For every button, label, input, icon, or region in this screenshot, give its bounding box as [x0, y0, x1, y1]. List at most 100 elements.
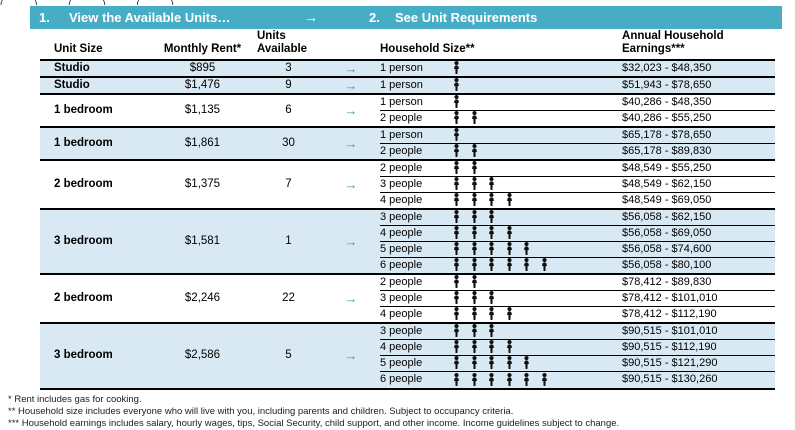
- row-arrow-icon: →: [322, 208, 380, 274]
- row-arrow-icon: →: [322, 159, 380, 209]
- household-size-icons: [452, 306, 623, 323]
- unit-size-cell: 1 bedroom: [40, 93, 150, 127]
- household-size-icons: [452, 273, 623, 291]
- household-size-label: 6 people: [380, 371, 452, 388]
- units-available-cell: 9: [255, 76, 322, 94]
- household-size-label: 3 people: [380, 290, 452, 307]
- person-icon: [454, 193, 459, 207]
- household-size-label: 1 person: [380, 126, 452, 144]
- earnings-range-cell: $56,058 - $69,050: [622, 225, 776, 242]
- earnings-range-cell: $90,515 - $101,010: [622, 322, 776, 340]
- step2-label: See Unit Requirements: [395, 10, 538, 25]
- person-icon: [454, 242, 459, 256]
- person-icon: [471, 144, 477, 158]
- household-size-icons: [452, 59, 623, 77]
- household-size-label: 1 person: [380, 93, 452, 111]
- requirement-row: 4 people $48,549 - $69,050: [40, 192, 776, 209]
- person-icon: [454, 210, 459, 224]
- col-header-spacer: [322, 30, 380, 61]
- requirement-row: 3 bedroom $1,581 1 → 3 people $56,058 - $62,1…: [40, 208, 776, 274]
- earnings-range-cell: $51,943 - $78,650: [622, 76, 776, 94]
- household-size-icons: [452, 76, 623, 94]
- unit-size-cell: 2 bedroom: [40, 273, 150, 323]
- person-icon: [471, 161, 477, 175]
- requirement-row: 1 bedroom $1,861 30 → 1 person $65,178 - $78,…: [40, 126, 776, 160]
- earnings-range-cell: $78,412 - $101,010: [622, 290, 776, 307]
- col-header-annual-earnings: Annual Household Earnings***: [622, 30, 776, 61]
- col-header-units-available: Units Available: [255, 30, 322, 61]
- household-size-label: 3 people: [380, 208, 452, 226]
- person-icon: [471, 193, 477, 207]
- monthly-rent-cell: $1,375: [150, 159, 255, 209]
- earnings-range-cell: $48,549 - $55,250: [622, 159, 776, 177]
- unit-size-cell: Studio: [40, 59, 150, 77]
- monthly-rent-cell: $1,581: [150, 208, 255, 274]
- household-size-icons: [452, 93, 623, 111]
- household-size-label: 3 people: [380, 176, 452, 193]
- units-available-cell: 1: [255, 208, 322, 274]
- household-size-label: 5 people: [380, 355, 452, 372]
- person-icon: [489, 242, 494, 256]
- row-arrow-icon: →: [322, 93, 380, 127]
- footnote-household: ** Household size includes everyone who …: [8, 406, 514, 417]
- row-arrow-icon: →: [322, 273, 380, 323]
- person-icon: [541, 372, 547, 386]
- step1-number: 1.: [39, 10, 50, 25]
- household-size-icons: [452, 159, 623, 177]
- person-icon: [489, 372, 494, 386]
- person-icon: [454, 177, 459, 191]
- requirement-row: 5 people $90,515 - $121,290: [40, 355, 776, 372]
- household-size-icons: [452, 176, 623, 193]
- units-table-body: Studio $895 3 → 1 person $32,023 - $48,350 Stu…: [40, 59, 776, 388]
- person-icon: [471, 210, 477, 224]
- person-icon: [524, 258, 529, 272]
- units-table-wrap: Unit Size Monthly Rent* Units Available …: [40, 30, 776, 390]
- person-icon: [471, 356, 477, 370]
- units-table: Unit Size Monthly Rent* Units Available …: [40, 30, 776, 388]
- unit-size-cell: 1 bedroom: [40, 126, 150, 160]
- earnings-range-cell: $40,286 - $55,250: [622, 110, 776, 127]
- earnings-range-cell: $78,412 - $112,190: [622, 306, 776, 323]
- monthly-rent-cell: $2,586: [150, 322, 255, 388]
- earnings-range-cell: $90,515 - $121,290: [622, 355, 776, 372]
- monthly-rent-cell: $2,246: [150, 273, 255, 323]
- requirement-row: 2 people $40,286 - $55,250: [40, 110, 776, 127]
- requirement-row: 3 people $48,549 - $62,150: [40, 176, 776, 193]
- footnote-rent: * Rent includes gas for cooking.: [8, 394, 142, 405]
- step1-label: View the Available Units…: [69, 10, 231, 25]
- household-size-label: 5 people: [380, 241, 452, 258]
- earnings-range-cell: $78,412 - $89,830: [622, 273, 776, 291]
- unit-size-cell: 3 bedroom: [40, 208, 150, 274]
- requirement-row: 4 people $56,058 - $69,050: [40, 225, 776, 242]
- person-icon: [471, 242, 477, 256]
- table-header: Unit Size Monthly Rent* Units Available …: [40, 30, 776, 61]
- earnings-range-cell: $90,515 - $130,260: [622, 371, 776, 388]
- monthly-rent-cell: $1,861: [150, 126, 255, 160]
- household-size-icons: [452, 241, 623, 258]
- person-icon: [506, 226, 512, 240]
- person-icon: [541, 258, 547, 272]
- person-icon: [489, 226, 494, 240]
- household-size-label: 4 people: [380, 339, 452, 356]
- household-size-label: 1 person: [380, 76, 452, 94]
- earnings-range-cell: $48,549 - $62,150: [622, 176, 776, 193]
- requirement-row: 6 people $56,058 - $80,100: [40, 257, 776, 274]
- person-icon: [524, 242, 529, 256]
- household-size-icons: [452, 339, 623, 356]
- person-icon: [489, 177, 494, 191]
- unit-size-cell: Studio: [40, 76, 150, 94]
- requirement-row: 2 bedroom $2,246 22 → 2 people $78,412 - $89,…: [40, 273, 776, 323]
- unit-size-cell: 2 bedroom: [40, 159, 150, 209]
- monthly-rent-cell: $1,135: [150, 93, 255, 127]
- household-size-label: 4 people: [380, 225, 452, 242]
- units-available-cell: 7: [255, 159, 322, 209]
- person-icon: [471, 177, 477, 191]
- person-icon: [454, 258, 459, 272]
- requirement-row: 4 people $78,412 - $112,190: [40, 306, 776, 323]
- person-icon: [454, 324, 459, 338]
- earnings-range-cell: $56,058 - $80,100: [622, 257, 776, 274]
- person-icon: [454, 356, 459, 370]
- person-icon: [489, 193, 494, 207]
- person-icon: [471, 226, 477, 240]
